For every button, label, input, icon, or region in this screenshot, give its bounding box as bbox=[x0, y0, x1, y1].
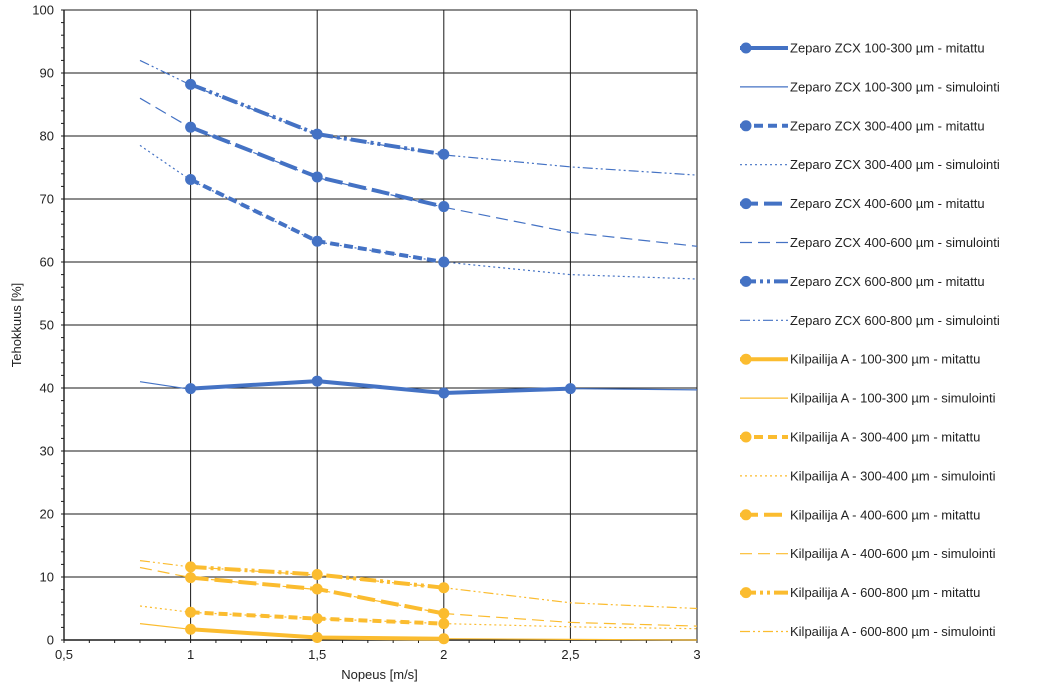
legend-label: Zeparo ZCX 400-600 µm - simulointi bbox=[790, 235, 1000, 250]
data-point-marker bbox=[565, 383, 576, 394]
legend-marker bbox=[741, 587, 752, 598]
data-point-marker bbox=[185, 607, 196, 618]
legend-label: Zeparo ZCX 400-600 µm - mitattu bbox=[790, 196, 985, 211]
legend-label: Kilpailija A - 300-400 µm - mitattu bbox=[790, 430, 980, 445]
data-point-marker bbox=[438, 201, 449, 212]
legend-label: Zeparo ZCX 300-400 µm - mitattu bbox=[790, 118, 985, 133]
data-point-marker bbox=[185, 122, 196, 133]
x-tick-label: 2 bbox=[440, 647, 447, 662]
legend-label: Kilpailija A - 400-600 µm - mitattu bbox=[790, 507, 980, 522]
data-point-marker bbox=[185, 79, 196, 90]
data-point-marker bbox=[185, 624, 196, 635]
data-point-marker bbox=[312, 376, 323, 387]
x-axis-title: Nopeus [m/s] bbox=[341, 667, 418, 682]
legend-marker bbox=[741, 120, 752, 131]
legend-label: Kilpailija A - 600-800 µm - simulointi bbox=[790, 624, 996, 639]
data-point-marker bbox=[438, 388, 449, 399]
legend-marker bbox=[741, 43, 752, 54]
x-tick-label: 1,5 bbox=[308, 647, 326, 662]
data-point-marker bbox=[438, 608, 449, 619]
legend-label: Zeparo ZCX 600-800 µm - simulointi bbox=[790, 313, 1000, 328]
legend-marker bbox=[741, 432, 752, 443]
x-tick-label: 2,5 bbox=[561, 647, 579, 662]
legend-label: Zeparo ZCX 300-400 µm - simulointi bbox=[790, 157, 1000, 172]
data-point-marker bbox=[185, 383, 196, 394]
y-tick-label: 0 bbox=[47, 633, 54, 648]
x-tick-label: 0,5 bbox=[55, 647, 73, 662]
y-tick-label: 100 bbox=[32, 3, 54, 18]
data-point-marker bbox=[185, 561, 196, 572]
data-point-marker bbox=[438, 582, 449, 593]
data-point-marker bbox=[185, 174, 196, 185]
x-tick-label: 3 bbox=[693, 647, 700, 662]
legend-label: Zeparo ZCX 100-300 µm - simulointi bbox=[790, 79, 1000, 94]
data-point-marker bbox=[312, 236, 323, 247]
data-point-marker bbox=[438, 149, 449, 160]
data-point-marker bbox=[438, 257, 449, 268]
legend-label: Kilpailija A - 400-600 µm - simulointi bbox=[790, 546, 996, 561]
legend-label: Kilpailija A - 600-800 µm - mitattu bbox=[790, 585, 980, 600]
legend-label: Zeparo ZCX 100-300 µm - mitattu bbox=[790, 41, 985, 56]
y-axis-title: Tehokkuus [%] bbox=[9, 283, 24, 368]
data-point-marker bbox=[185, 572, 196, 583]
legend-marker bbox=[741, 354, 752, 365]
y-tick-label: 20 bbox=[40, 507, 54, 522]
data-point-marker bbox=[312, 129, 323, 140]
legend-label: Kilpailija A - 300-400 µm - simulointi bbox=[790, 468, 996, 483]
y-tick-label: 90 bbox=[40, 66, 54, 81]
legend-label: Zeparo ZCX 600-800 µm - mitattu bbox=[790, 274, 985, 289]
legend-label: Kilpailija A - 100-300 µm - mitattu bbox=[790, 352, 980, 367]
y-tick-label: 70 bbox=[40, 192, 54, 207]
data-point-marker bbox=[312, 583, 323, 594]
y-tick-label: 40 bbox=[40, 381, 54, 396]
legend-marker bbox=[741, 509, 752, 520]
data-point-marker bbox=[312, 171, 323, 182]
legend-marker bbox=[741, 198, 752, 209]
y-tick-label: 10 bbox=[40, 570, 54, 585]
y-tick-label: 60 bbox=[40, 255, 54, 270]
y-tick-label: 80 bbox=[40, 129, 54, 144]
data-point-marker bbox=[438, 618, 449, 629]
x-tick-label: 1 bbox=[187, 647, 194, 662]
y-tick-label: 30 bbox=[40, 444, 54, 459]
legend-marker bbox=[741, 276, 752, 287]
legend-label: Kilpailija A - 100-300 µm - simulointi bbox=[790, 391, 996, 406]
data-point-marker bbox=[312, 632, 323, 643]
data-point-marker bbox=[438, 633, 449, 644]
data-point-marker bbox=[312, 569, 323, 580]
y-tick-label: 50 bbox=[40, 318, 54, 333]
data-point-marker bbox=[312, 613, 323, 624]
